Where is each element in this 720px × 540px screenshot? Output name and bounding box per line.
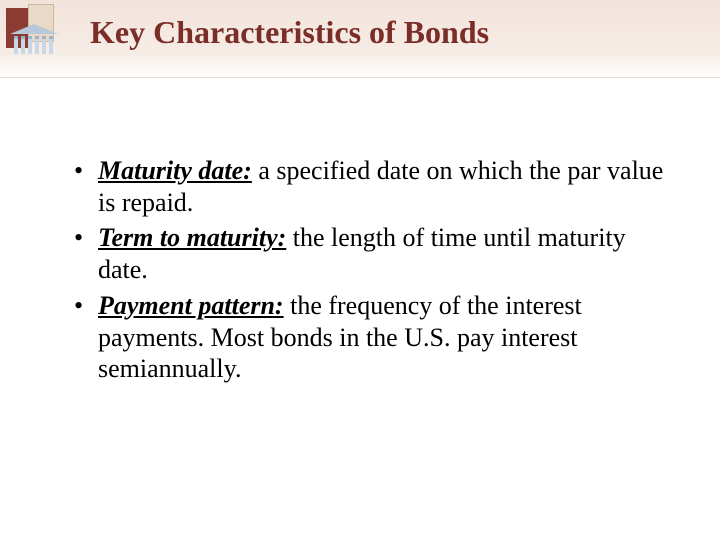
slide-body: Maturity date: a specified date on which… (72, 155, 665, 389)
list-item: Payment pattern: the frequency of the in… (72, 290, 665, 385)
term-label: Maturity date: (98, 156, 252, 185)
term-label: Payment pattern: (98, 291, 284, 320)
header-band: Key Characteristics of Bonds (0, 0, 720, 78)
slide-title: Key Characteristics of Bonds (90, 14, 700, 51)
list-item: Term to maturity: the length of time unt… (72, 222, 665, 285)
list-item: Maturity date: a specified date on which… (72, 155, 665, 218)
bullet-list: Maturity date: a specified date on which… (72, 155, 665, 385)
term-label: Term to maturity: (98, 223, 286, 252)
logo-graphic (6, 4, 58, 56)
